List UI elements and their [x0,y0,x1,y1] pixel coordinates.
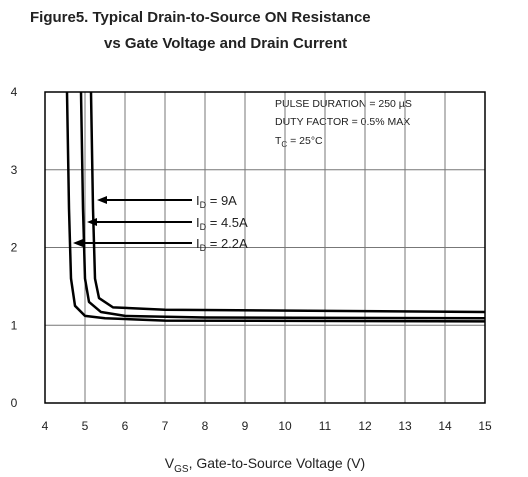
x-tick-label: 8 [202,419,209,433]
x-tick-label: 4 [42,419,49,433]
x-tick-label: 10 [278,419,292,433]
x-axis-label: VGS, Gate-to-Source Voltage (V) [165,455,365,475]
annotation: PULSE DURATION = 250 µS [275,98,412,110]
chart-title: vs Gate Voltage and Drain Current [104,35,347,52]
x-tick-label: 15 [478,419,492,433]
series-label-symbol: I [196,193,200,208]
x-tick-label: 14 [438,419,452,433]
series-label: ID = 2.2A [196,236,248,253]
x-tick-label: 11 [319,419,332,433]
x-tick-label: 6 [122,419,129,433]
annotation: TC = 25°C [275,135,323,149]
y-tick-label: 0 [11,396,18,410]
series-label-symbol: I [196,215,200,230]
series-label-subscript: D [200,200,207,210]
x-tick-label: 12 [358,419,372,433]
line-series [65,91,486,323]
arrow-head [73,239,83,247]
y-tick-label: 2 [11,241,18,255]
x-tick-label: 5 [82,419,89,433]
line-series [89,91,486,314]
y-tick-label: 1 [11,318,18,332]
line-series [79,91,486,320]
y-tick-label: 4 [11,85,18,99]
series-label: ID = 9A [196,193,237,210]
series-label-subscript: D [200,243,207,253]
series-label-subscript: D [200,222,207,232]
x-tick-label: 13 [398,419,412,433]
chart-title: Figure5. Typical Drain-to-Source ON Resi… [30,9,371,26]
plot-frame [44,91,486,404]
x-tick-label: 7 [162,419,169,433]
series-label-text: = 4.5A [206,215,248,230]
series-label: ID = 4.5A [196,215,248,232]
series-label-text: = 9A [206,193,237,208]
arrow-head [87,218,97,226]
arrow-head [97,196,107,204]
x-tick-label: 9 [242,419,249,433]
series-label-symbol: I [196,236,200,251]
series-label-text: = 2.2A [206,236,248,251]
annotation: DUTY FACTOR = 0.5% MAX [275,116,410,128]
y-tick-label: 3 [11,163,18,177]
